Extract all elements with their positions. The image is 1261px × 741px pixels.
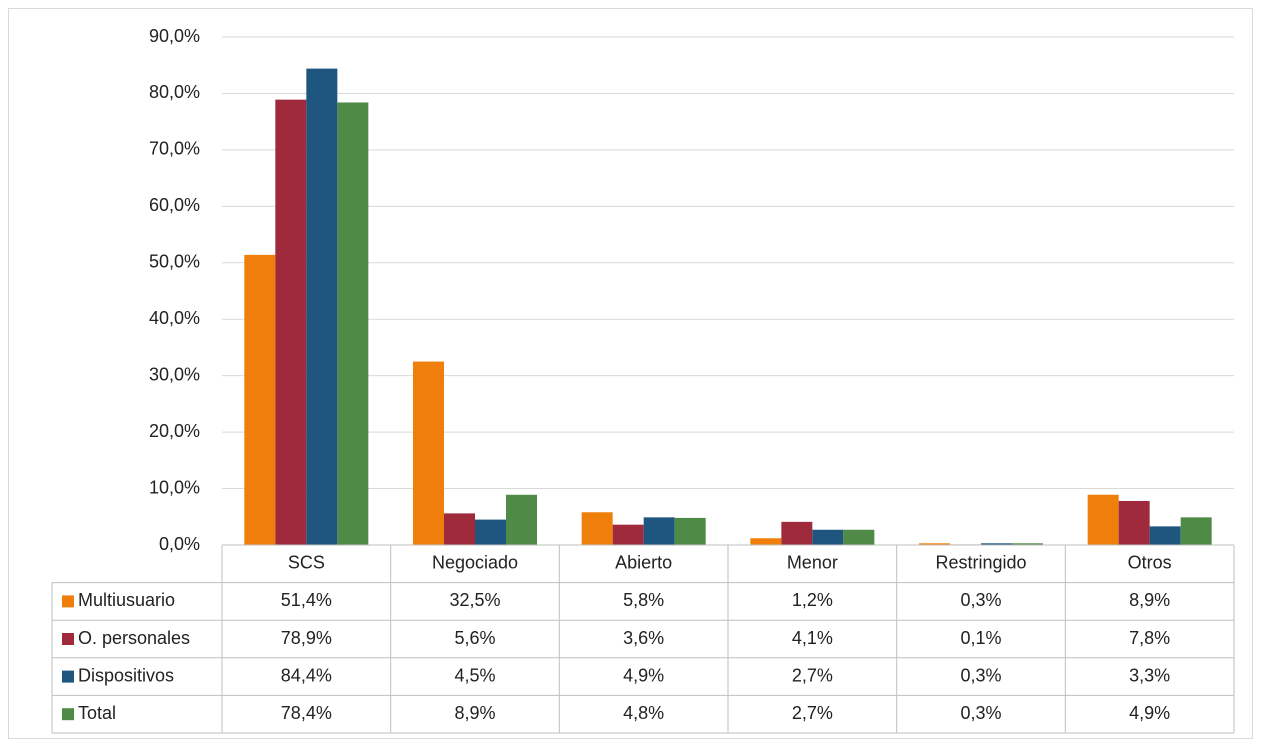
bar <box>444 513 475 545</box>
table-cell: 51,4% <box>281 590 332 610</box>
bar <box>750 538 782 545</box>
bar <box>643 517 675 545</box>
chart-frame <box>8 8 1253 739</box>
table-cell: 4,9% <box>1129 703 1170 723</box>
bar <box>506 494 537 545</box>
table-cell: 3,6% <box>623 628 664 648</box>
y-tick-label: 30,0% <box>149 364 200 384</box>
legend-label: Total <box>78 703 116 723</box>
table-cell: 78,4% <box>281 703 332 723</box>
bar <box>919 543 950 545</box>
table-cell: 84,4% <box>281 665 332 685</box>
category-label: SCS <box>288 553 325 573</box>
bar <box>1118 500 1150 545</box>
table-cell: 3,3% <box>1129 665 1170 685</box>
category-label: Negociado <box>432 553 518 573</box>
bar <box>612 524 644 545</box>
legend-label: Multiusuario <box>78 590 175 610</box>
legend-label: O. personales <box>78 628 190 648</box>
table-cell: 0,3% <box>960 665 1001 685</box>
bar <box>1012 543 1043 545</box>
legend-label: Dispositivos <box>78 665 174 685</box>
legend-key <box>62 595 74 608</box>
table-cell: 5,6% <box>454 628 495 648</box>
bar <box>981 543 1012 545</box>
legend-key <box>62 633 74 645</box>
y-tick-label: 40,0% <box>149 308 200 328</box>
bar <box>1180 517 1212 545</box>
bar <box>812 529 844 545</box>
bar <box>1087 494 1119 545</box>
bar <box>475 519 506 545</box>
table-cell: 4,5% <box>454 665 495 685</box>
y-tick-label: 70,0% <box>149 139 200 159</box>
bar <box>781 521 813 545</box>
y-tick-label: 80,0% <box>149 82 200 102</box>
bar <box>275 99 307 546</box>
bar <box>337 102 369 545</box>
table-cell: 5,8% <box>623 590 664 610</box>
legend-key <box>62 670 74 683</box>
bar <box>581 512 613 545</box>
table-cell: 4,8% <box>623 703 664 723</box>
category-label: Abierto <box>615 553 672 573</box>
bar <box>1149 526 1181 545</box>
table-cell: 4,9% <box>623 665 664 685</box>
table-cell: 0,3% <box>960 590 1001 610</box>
y-tick-label: 0,0% <box>159 534 200 554</box>
table-cell: 8,9% <box>454 703 495 723</box>
table-cell: 2,7% <box>792 665 833 685</box>
legend-key <box>62 708 74 721</box>
table-cell: 78,9% <box>281 628 332 648</box>
table-cell: 1,2% <box>792 590 833 610</box>
category-label: Menor <box>787 553 838 573</box>
bar <box>244 254 276 545</box>
table-cell: 32,5% <box>449 590 500 610</box>
table-cell: 0,1% <box>960 628 1001 648</box>
table-cell: 4,1% <box>792 628 833 648</box>
y-tick-label: 50,0% <box>149 252 200 272</box>
table-cell: 8,9% <box>1129 590 1170 610</box>
bar <box>843 529 875 545</box>
y-tick-label: 20,0% <box>149 421 200 441</box>
y-tick-label: 10,0% <box>149 477 200 497</box>
bar <box>306 68 338 545</box>
bar <box>674 517 706 545</box>
category-label: Restringido <box>935 553 1026 573</box>
y-tick-label: 60,0% <box>149 195 200 215</box>
table-cell: 2,7% <box>792 703 833 723</box>
table-cell: 0,3% <box>960 703 1001 723</box>
table-cell: 7,8% <box>1129 628 1170 648</box>
y-tick-label: 90,0% <box>149 26 200 46</box>
category-label: Otros <box>1128 553 1172 573</box>
bar <box>413 361 444 545</box>
